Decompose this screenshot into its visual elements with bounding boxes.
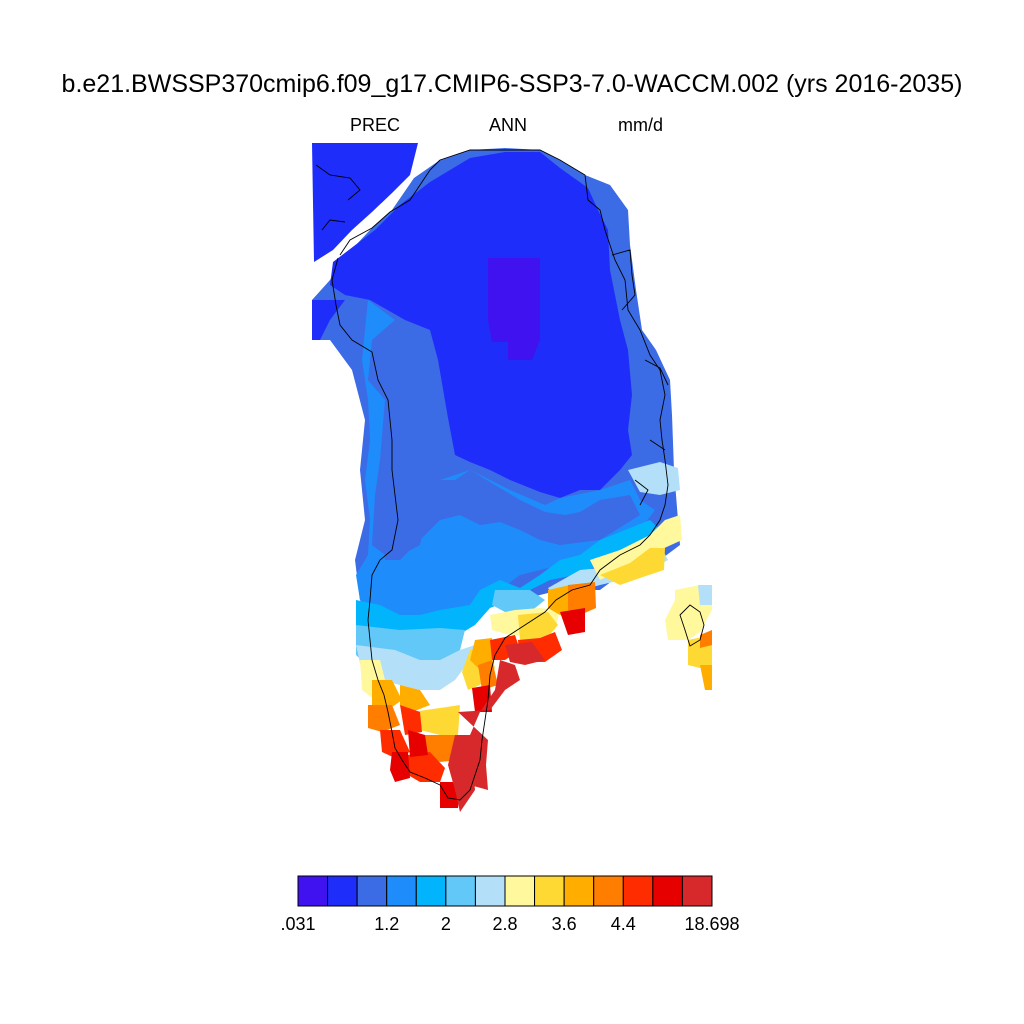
- colorbar-tick-label: 18.698: [684, 914, 739, 934]
- colorbar-swatch: [534, 875, 565, 907]
- colorbar-swatch: [356, 875, 388, 907]
- map-cell: [700, 630, 712, 648]
- map-cell: [408, 730, 428, 757]
- colorbar-boxes: [297, 875, 713, 907]
- variable-label: PREC: [350, 115, 401, 135]
- colorbar-swatch: [386, 875, 417, 907]
- map-cell: [560, 608, 585, 635]
- map-fill: [312, 143, 712, 812]
- colorbar-tick-label: 4.4: [611, 914, 636, 934]
- map-cell: [400, 705, 422, 735]
- colorbar-swatch: [474, 875, 506, 907]
- plot-title: b.e21.BWSSP370cmip6.f09_g17.CMIP6-SSP3-7…: [61, 70, 963, 98]
- map-cell: [628, 462, 680, 495]
- colorbar-swatch: [327, 875, 358, 907]
- map-cell: [368, 705, 400, 732]
- map-cell: [568, 582, 596, 615]
- colorbar-swatch: [504, 875, 536, 907]
- colorbar-swatch: [681, 875, 713, 907]
- map-cell: [698, 585, 712, 605]
- map-cell: [356, 645, 475, 690]
- coastline: [315, 149, 705, 801]
- map-cell: [448, 735, 475, 812]
- map-cell: [458, 660, 520, 790]
- map-cell: [382, 470, 640, 560]
- map-cell: [505, 642, 545, 665]
- map-cell: [488, 258, 540, 360]
- map-cell: [518, 612, 558, 640]
- map-cell: [700, 665, 712, 690]
- colorbar-tick-label: .031: [280, 914, 315, 934]
- map-cell: [372, 680, 402, 710]
- colorbar-swatch: [652, 875, 683, 907]
- map-cell: [600, 548, 665, 585]
- map-cell: [390, 752, 410, 782]
- colorbar-swatch: [563, 875, 595, 907]
- map-cell: [470, 638, 492, 668]
- colorbar-labels: .031 1.2 2 2.8 3.6 4.4 18.698: [280, 914, 739, 934]
- colorbar-swatch: [415, 875, 447, 907]
- colorbar-tick-label: 2.8: [492, 914, 517, 934]
- map-cell: [380, 730, 410, 758]
- colorbar-tick-label: 1.2: [374, 914, 399, 934]
- map-cell: [400, 685, 430, 712]
- colorbar-swatch: [593, 875, 624, 907]
- colorbar-swatch: [445, 875, 476, 907]
- map-cell: [312, 143, 418, 262]
- colorbar-swatch: [297, 875, 329, 907]
- map-cell: [356, 520, 660, 655]
- map-cell: [356, 300, 655, 630]
- map-cell: [492, 590, 545, 612]
- colorbar-tick-label: 2: [441, 914, 451, 934]
- map-cell: [412, 705, 460, 735]
- colorbar-swatch: [622, 875, 654, 907]
- units-label: mm/d: [618, 115, 663, 135]
- colorbar-tick-label: 3.6: [552, 914, 577, 934]
- map-cell: [478, 660, 498, 690]
- map-cell: [330, 152, 632, 498]
- season-label: ANN: [489, 115, 528, 135]
